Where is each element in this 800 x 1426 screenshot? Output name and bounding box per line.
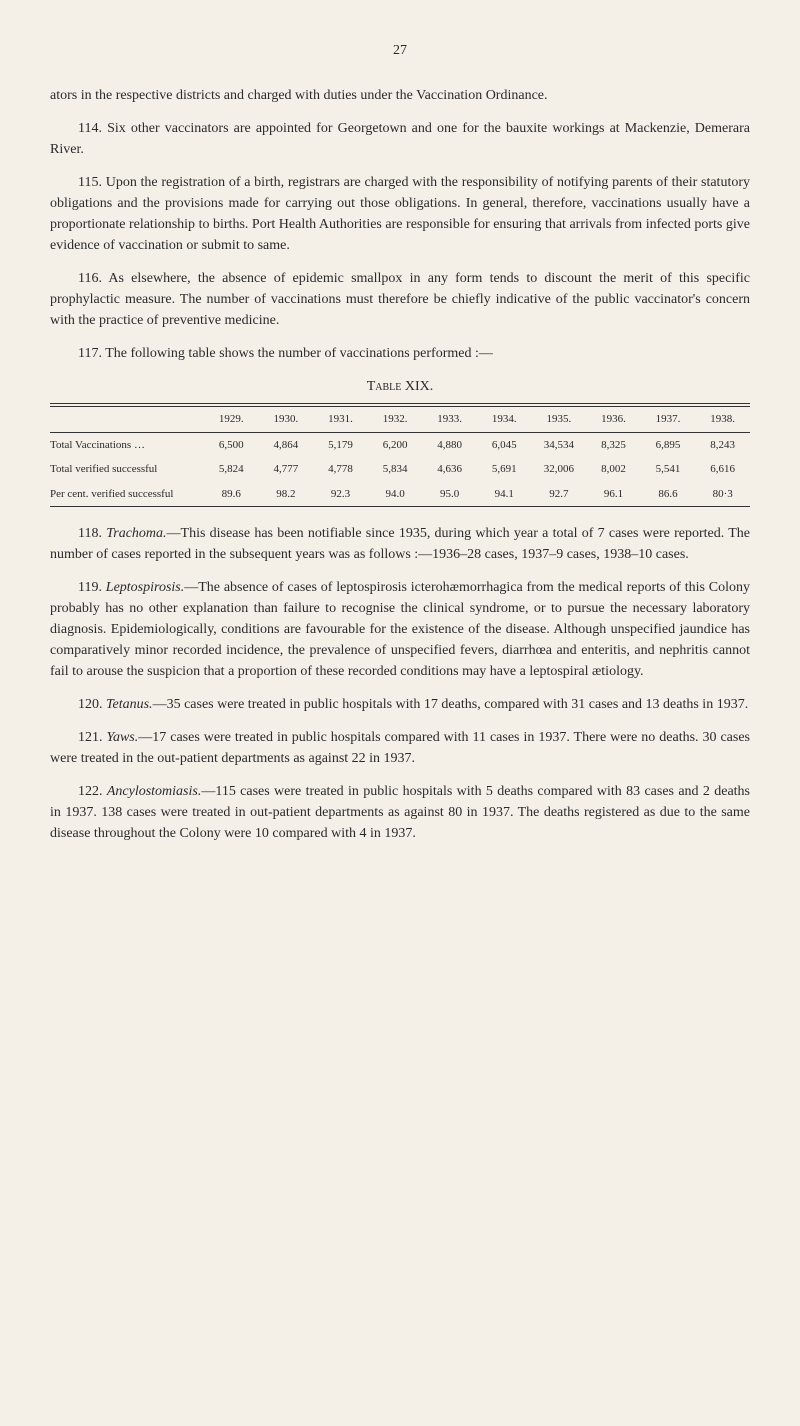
paragraph-116: 116. As elsewhere, the absence of epidem…	[50, 268, 750, 331]
table-cell: 34,534	[532, 432, 587, 457]
table-cell: 95.0	[422, 482, 477, 507]
table-header-blank	[50, 407, 204, 433]
table-cell: 6,500	[204, 432, 259, 457]
table-header-cell: 1932.	[368, 407, 423, 433]
table-header-cell: 1936.	[586, 407, 641, 433]
table-row-label: Per cent. verified successful	[50, 482, 204, 507]
paragraph-119: 119. Leptospirosis.—The absence of cases…	[50, 577, 750, 682]
disease-name: Trachoma.	[106, 526, 166, 541]
table-cell: 5,541	[641, 457, 696, 482]
table-header-row: 1929. 1930. 1931. 1932. 1933. 1934. 1935…	[50, 407, 750, 433]
table-cell: 89.6	[204, 482, 259, 507]
table-cell: 98.2	[259, 482, 314, 507]
para-number: 119.	[78, 580, 106, 595]
paragraph-continuation: ators in the respective districts and ch…	[50, 85, 750, 106]
table-row: Per cent. verified successful 89.6 98.2 …	[50, 482, 750, 507]
disease-name: Leptospirosis.	[106, 580, 184, 595]
para-number: 121.	[78, 730, 106, 745]
table-cell: 8,243	[695, 432, 750, 457]
table-row-label: Total verified successful	[50, 457, 204, 482]
table-cell: 94.0	[368, 482, 423, 507]
table-cell: 5,824	[204, 457, 259, 482]
para-body: —35 cases were treated in public hospita…	[153, 697, 749, 712]
vaccination-table: 1929. 1930. 1931. 1932. 1933. 1934. 1935…	[50, 406, 750, 507]
paragraph-121: 121. Yaws.—17 cases were treated in publ…	[50, 727, 750, 769]
table-title: Table XIX.	[50, 376, 750, 397]
table-header-cell: 1929.	[204, 407, 259, 433]
table-cell: 80·3	[695, 482, 750, 507]
table-cell: 5,834	[368, 457, 423, 482]
table-header-cell: 1930.	[259, 407, 314, 433]
para-body: —17 cases were treated in public hospita…	[50, 730, 750, 766]
table-cell: 4,880	[422, 432, 477, 457]
table-cell: 4,777	[259, 457, 314, 482]
table-cell: 4,864	[259, 432, 314, 457]
table-header-cell: 1933.	[422, 407, 477, 433]
table-top-rule	[50, 403, 750, 404]
table-cell: 6,895	[641, 432, 696, 457]
table-header-cell: 1934.	[477, 407, 532, 433]
table-header-cell: 1938.	[695, 407, 750, 433]
table-row: Total verified successful 5,824 4,777 4,…	[50, 457, 750, 482]
table-cell: 8,002	[586, 457, 641, 482]
paragraph-122: 122. Ancylostomiasis.—115 cases were tre…	[50, 781, 750, 844]
table-cell: 6,200	[368, 432, 423, 457]
paragraph-118: 118. Trachoma.—This disease has been not…	[50, 523, 750, 565]
table-cell: 8,325	[586, 432, 641, 457]
table-cell: 6,616	[695, 457, 750, 482]
table-cell: 4,636	[422, 457, 477, 482]
page-number: 27	[50, 40, 750, 61]
table-cell: 86.6	[641, 482, 696, 507]
table-cell: 92.7	[532, 482, 587, 507]
para-number: 122.	[78, 784, 107, 799]
table-cell: 5,691	[477, 457, 532, 482]
paragraph-120: 120. Tetanus.—35 cases were treated in p…	[50, 694, 750, 715]
table-cell: 32,006	[532, 457, 587, 482]
para-number: 118.	[78, 526, 106, 541]
table-row-label: Total Vaccinations …	[50, 432, 204, 457]
table-cell: 94.1	[477, 482, 532, 507]
disease-name: Tetanus.	[106, 697, 153, 712]
para-number: 120.	[78, 697, 106, 712]
table-header-cell: 1937.	[641, 407, 696, 433]
table-header-cell: 1935.	[532, 407, 587, 433]
paragraph-115: 115. Upon the registration of a birth, r…	[50, 172, 750, 256]
table-cell: 92.3	[313, 482, 368, 507]
disease-name: Yaws.	[106, 730, 138, 745]
table-row: Total Vaccinations … 6,500 4,864 5,179 6…	[50, 432, 750, 457]
disease-name: Ancylostomiasis.	[107, 784, 202, 799]
table-cell: 5,179	[313, 432, 368, 457]
table-header-cell: 1931.	[313, 407, 368, 433]
table-cell: 96.1	[586, 482, 641, 507]
table-cell: 6,045	[477, 432, 532, 457]
table-cell: 4,778	[313, 457, 368, 482]
paragraph-117: 117. The following table shows the numbe…	[50, 343, 750, 364]
paragraph-114: 114. Six other vaccinators are appointed…	[50, 118, 750, 160]
